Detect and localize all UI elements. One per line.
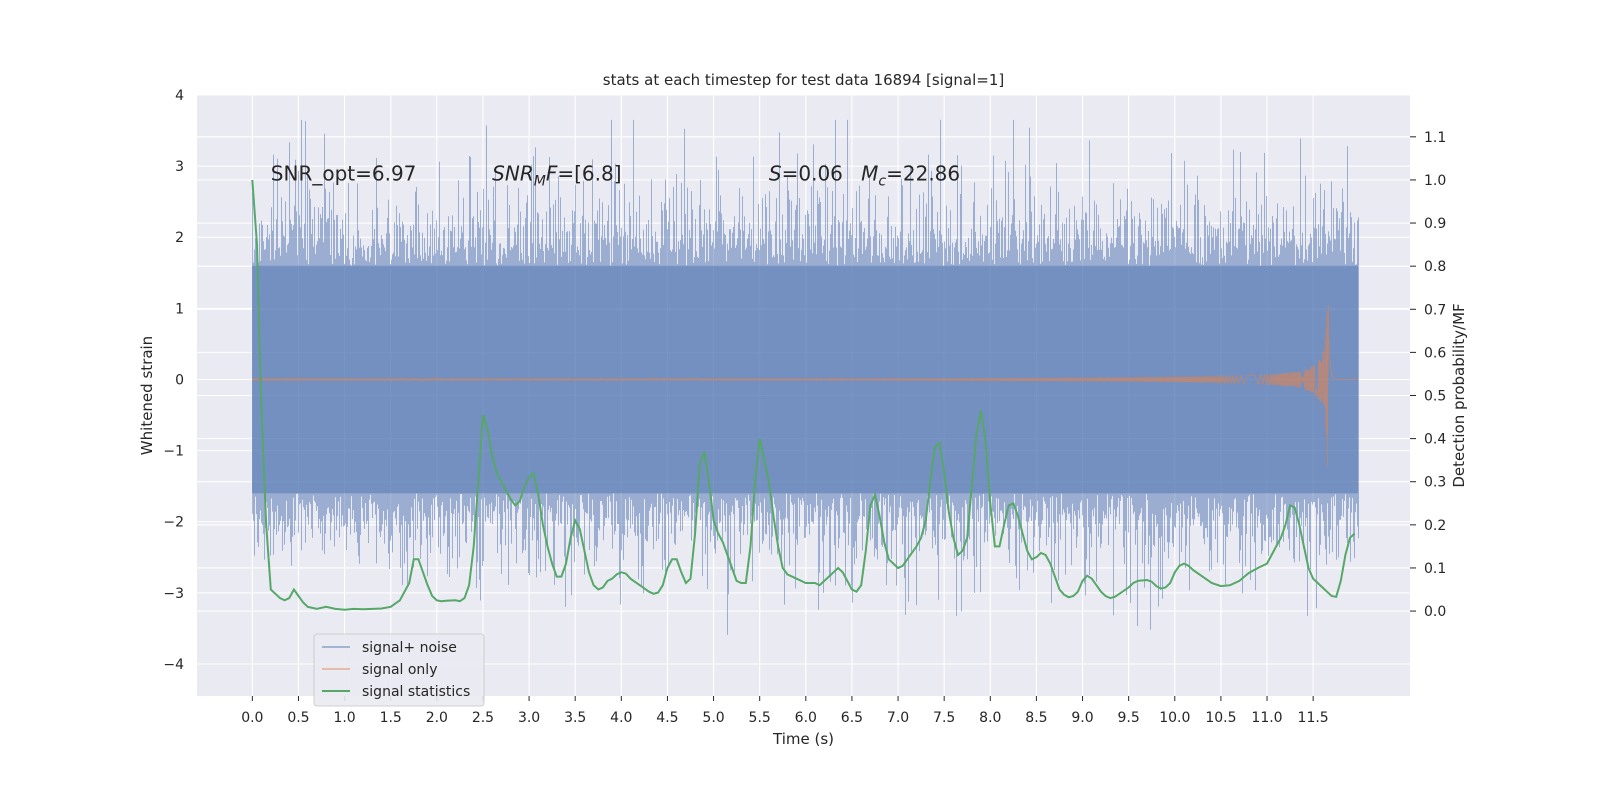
- x-axis-label: Time (s): [772, 730, 834, 748]
- chart-title: stats at each timestep for test data 168…: [603, 71, 1004, 89]
- annotation-part: M: [861, 161, 878, 185]
- y-axis-left: 4 3 2 1 0 −1 −2 −3 −4: [163, 88, 184, 673]
- annotation-part: S: [769, 161, 782, 185]
- y2-tick-label: 0.5: [1424, 389, 1446, 405]
- annotation-part: SNR: [492, 161, 534, 185]
- x-tick-label: 5.0: [702, 710, 724, 726]
- x-tick-label: 0.5: [287, 710, 309, 726]
- y-tick-label: −4: [163, 657, 184, 673]
- signal-statistics-line: [251, 179, 1356, 611]
- x-tick-label: 2.0: [426, 710, 448, 726]
- annotation: SNR_opt=6.97: [271, 161, 417, 185]
- y2-tick-label: 0.7: [1424, 302, 1446, 318]
- x-tick-label: 4.0: [610, 710, 632, 726]
- x-tick-label: 3.0: [518, 710, 540, 726]
- x-tick-label: 11.5: [1298, 710, 1329, 726]
- annotations: SNR_opt=6.97 SNRMF=[6.8] S=0.06 Mc=22.86: [271, 161, 960, 189]
- annotation: S=0.06: [769, 161, 843, 185]
- y2-tick-label: 0.2: [1424, 518, 1446, 534]
- x-axis: 0.0 0.5 1.0 1.5 2.0 2.5 3.0 3.5 4.0 4.5 5.0 5.5 6.0 6…: [241, 696, 1329, 726]
- y2-tick-label: 0.0: [1424, 604, 1446, 620]
- y2-tick-label: 1.0: [1424, 173, 1446, 189]
- y2-tick-label: 1.1: [1424, 130, 1446, 146]
- annotation-part: =22.86: [886, 161, 960, 185]
- annotation-part: =[6.8]: [557, 161, 621, 185]
- y-tick-label: 1: [175, 301, 184, 317]
- legend-label: signal statistics: [362, 684, 470, 700]
- y2-tick-label: 0.8: [1424, 259, 1446, 275]
- x-tick-label: 5.5: [749, 710, 771, 726]
- y2-tick-label: 0.3: [1424, 475, 1446, 491]
- annotation-part: c: [878, 173, 886, 189]
- x-tick-label: 1.5: [380, 710, 402, 726]
- annotation-part: M: [534, 173, 546, 189]
- y-tick-label: 2: [175, 230, 184, 246]
- y-tick-label: 3: [175, 159, 184, 175]
- y2-tick-label: 0.1: [1424, 561, 1446, 577]
- legend-label: signal+ noise: [362, 640, 457, 656]
- annotation-part: =0.06: [782, 161, 843, 185]
- annotation: Mc=22.86: [861, 161, 960, 189]
- annotation-part: SNR_opt=6.97: [271, 161, 417, 185]
- legend-box: [313, 633, 485, 707]
- x-tick-label: 9.0: [1071, 710, 1093, 726]
- x-tick-label: 7.0: [887, 710, 909, 726]
- y2-axis-label: Detection probability/MF: [1450, 303, 1468, 487]
- y-axis-label: Whitened strain: [138, 336, 156, 455]
- x-tick-label: 6.0: [795, 710, 817, 726]
- plot-content: [251, 119, 1359, 635]
- x-tick-label: 11.0: [1251, 710, 1282, 726]
- legend-label: signal only: [362, 662, 437, 678]
- y2-tick-label: 0.9: [1424, 216, 1446, 232]
- x-tick-label: 3.5: [564, 710, 586, 726]
- x-tick-label: 4.5: [656, 710, 678, 726]
- y2-tick-label: 0.4: [1424, 432, 1446, 448]
- x-tick-label: 10.0: [1159, 710, 1190, 726]
- y-axis-right: 1.1 1.0 0.9 0.8 0.7 0.6 0.5 0.4 0.3 0.2 0.1 0.0: [1410, 130, 1446, 620]
- x-tick-label: 8.5: [1025, 710, 1047, 726]
- x-tick-label: 1.0: [333, 710, 355, 726]
- x-tick-label: 10.5: [1205, 710, 1236, 726]
- signal-only-line: [251, 305, 1359, 466]
- y-tick-label: 0: [175, 372, 184, 388]
- y-tick-label: −2: [163, 515, 184, 531]
- x-tick-label: 2.5: [472, 710, 494, 726]
- x-tick-label: 6.5: [841, 710, 863, 726]
- y2-tick-label: 0.6: [1424, 345, 1446, 361]
- y-tick-label: −3: [163, 586, 184, 602]
- legend: signal+ noise signal only signal statistic…: [313, 633, 485, 707]
- annotation: SNRMF=[6.8]: [492, 161, 621, 189]
- y-tick-label: 4: [175, 88, 184, 104]
- annotation-part: F: [546, 161, 558, 185]
- x-tick-label: 7.5: [933, 710, 955, 726]
- y-tick-label: −1: [163, 444, 184, 460]
- x-tick-label: 8.0: [979, 710, 1001, 726]
- signal-noise-line: [252, 119, 1359, 635]
- x-tick-label: 0.0: [241, 710, 263, 726]
- x-tick-label: 9.5: [1118, 710, 1140, 726]
